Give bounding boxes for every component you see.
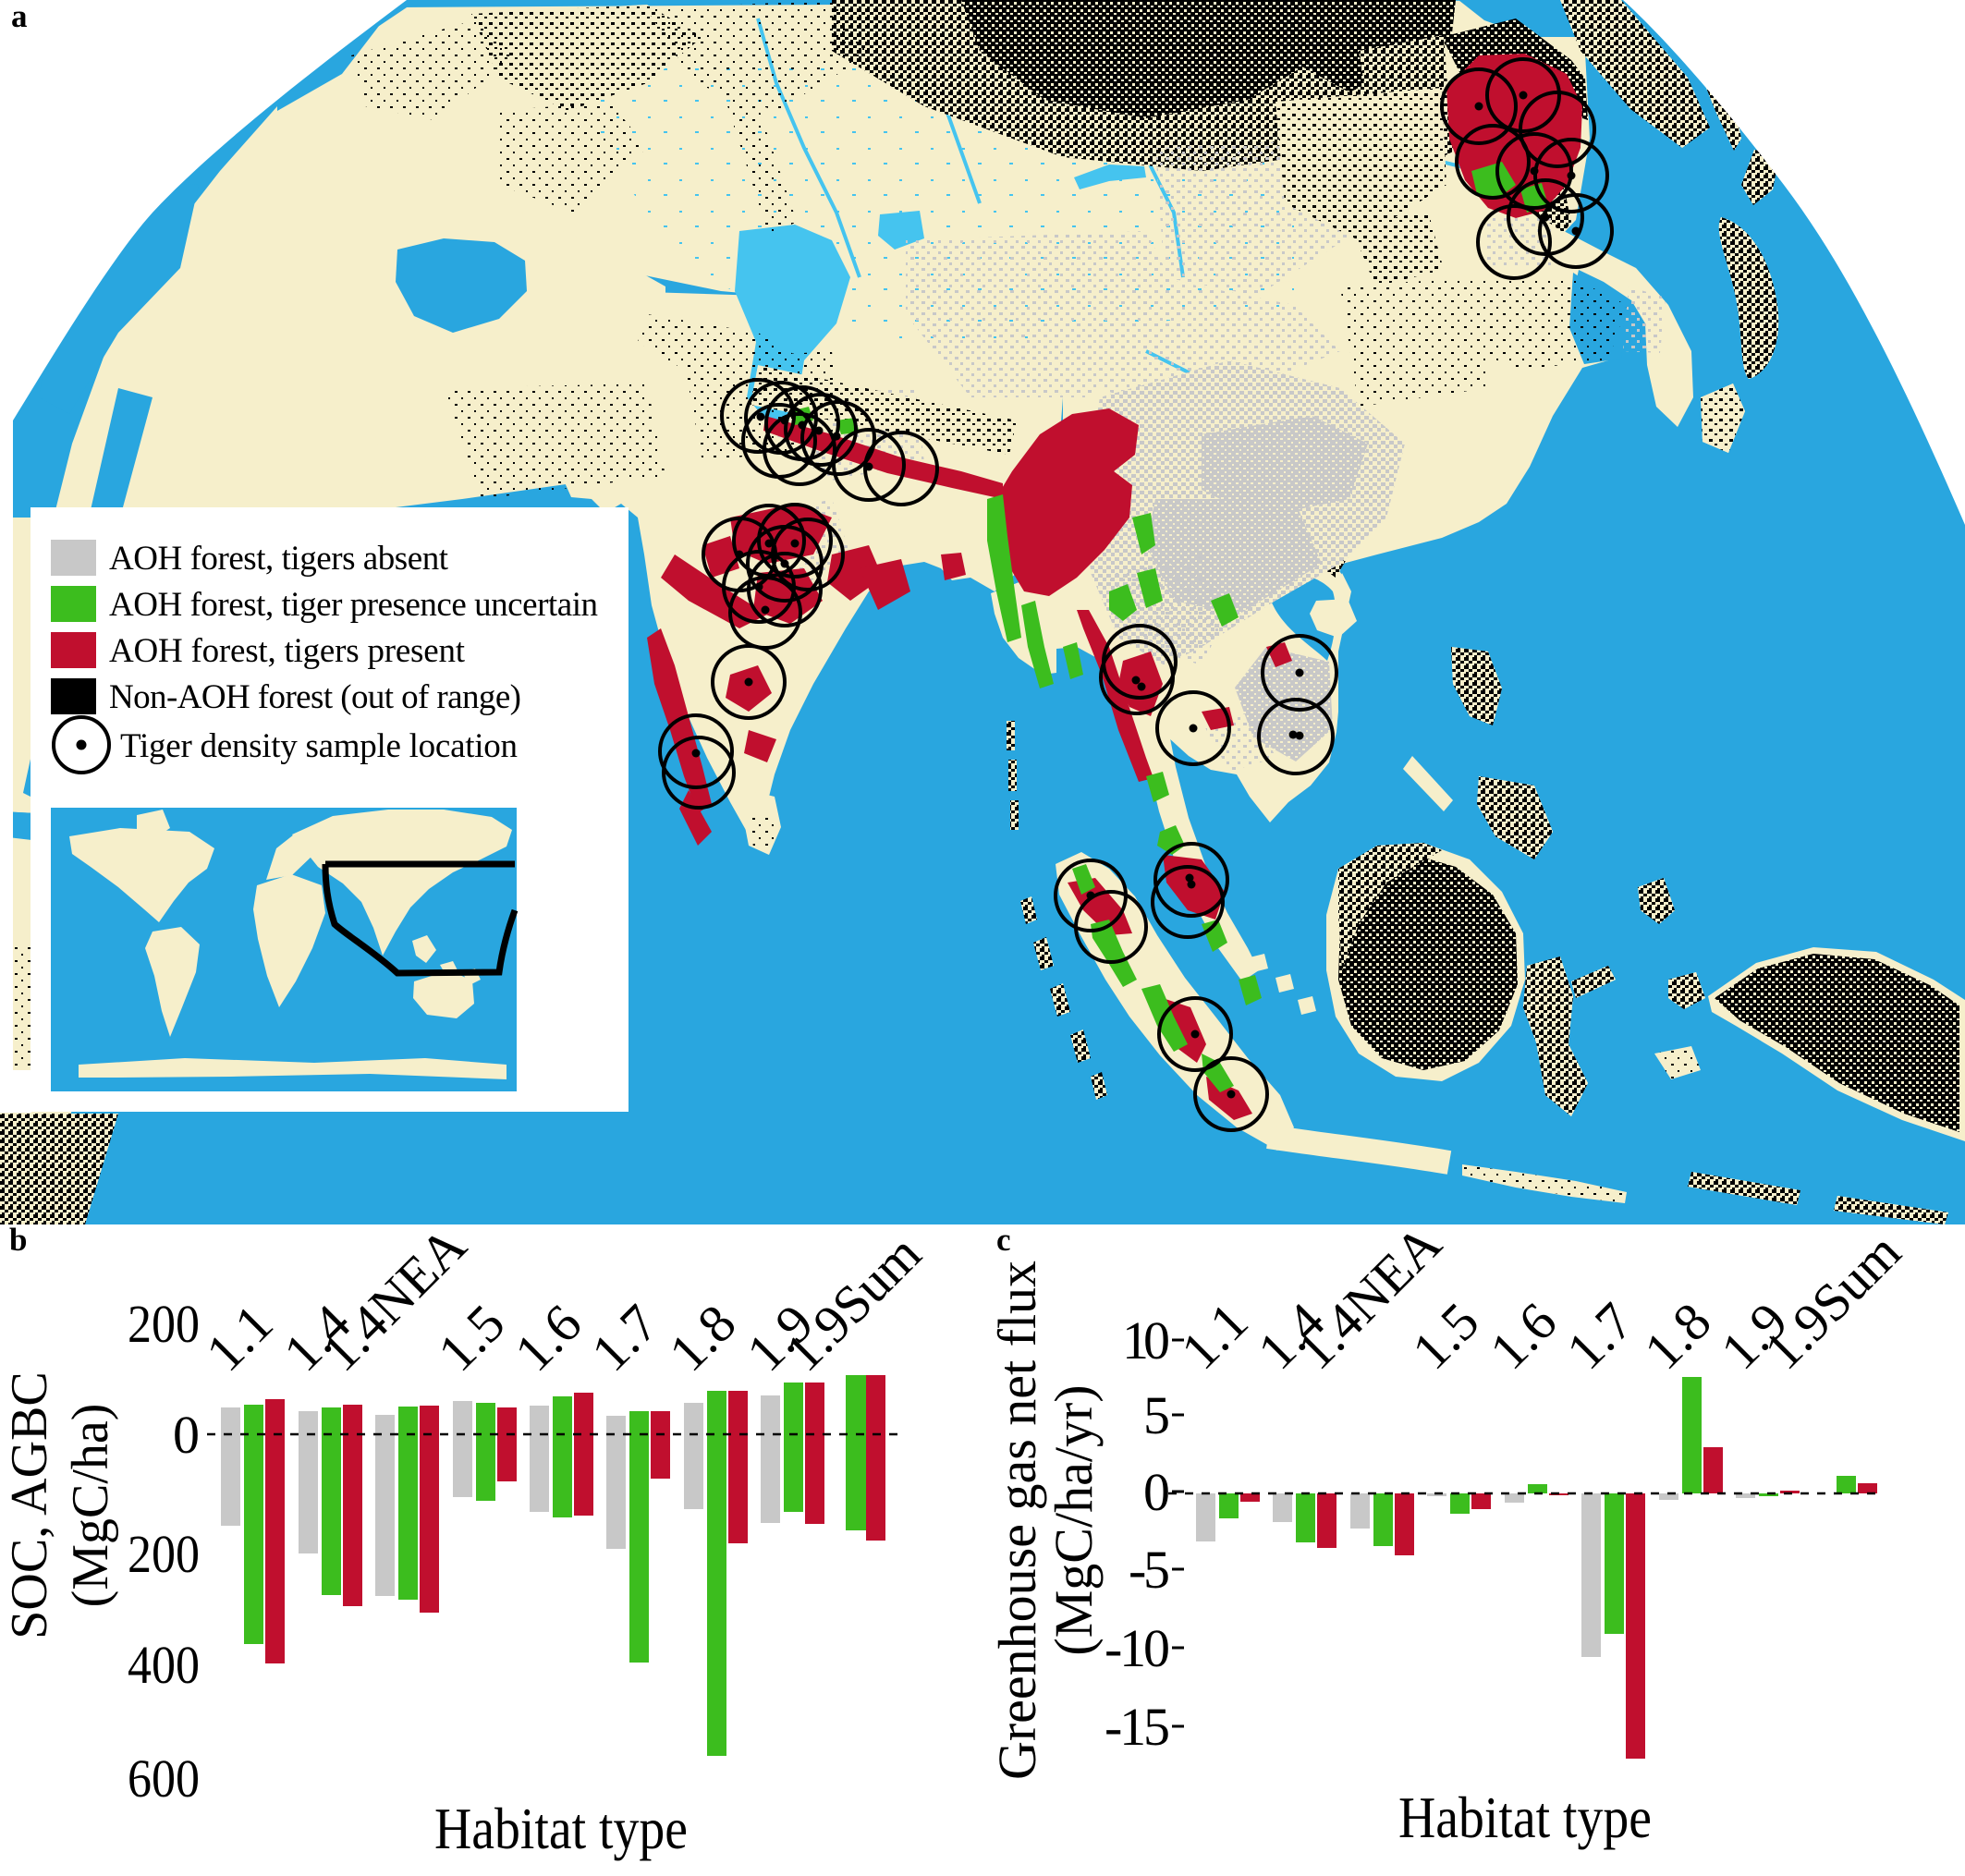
svg-text:AOH forest, tigers absent: AOH forest, tigers absent: [109, 540, 449, 578]
svg-text:1.7: 1.7: [1555, 1291, 1644, 1381]
svg-text:Greenhouse gas net flux: Greenhouse gas net flux: [987, 1261, 1047, 1780]
svg-text:1.7: 1.7: [580, 1293, 669, 1383]
svg-text:1.9Sum: 1.9Sum: [1752, 1222, 1911, 1381]
svg-text:0: 0: [1143, 1462, 1170, 1522]
svg-text:1.6: 1.6: [1478, 1291, 1568, 1381]
svg-text:600: 600: [128, 1748, 200, 1809]
svg-text:(MgC/ha/yr): (MgC/ha/yr): [1044, 1384, 1104, 1655]
svg-text:1.5: 1.5: [1400, 1291, 1490, 1381]
svg-text:-15: -15: [1105, 1697, 1170, 1757]
svg-text:AOH forest, tigers present: AOH forest, tigers present: [109, 632, 466, 670]
svg-text:Non-AOH forest (out of range): Non-AOH forest (out of range): [109, 678, 521, 716]
svg-text:1.8: 1.8: [657, 1293, 747, 1383]
svg-text:a: a: [11, 0, 28, 34]
svg-text:Habitat type: Habitat type: [434, 1796, 688, 1861]
svg-text:Habitat type: Habitat type: [1398, 1785, 1652, 1850]
svg-text:SOC, AGBC: SOC, AGBC: [1, 1371, 58, 1638]
svg-text:b: b: [9, 1222, 27, 1258]
svg-text:5: 5: [1143, 1385, 1170, 1445]
svg-text:1.1: 1.1: [194, 1293, 284, 1383]
svg-text:1.5: 1.5: [426, 1293, 516, 1383]
svg-text:(MgC/ha): (MgC/ha): [62, 1404, 119, 1608]
svg-text:c: c: [996, 1222, 1011, 1258]
svg-text:200: 200: [128, 1294, 200, 1354]
svg-text:-5: -5: [1129, 1540, 1170, 1600]
svg-text:AOH forest, tiger presence unc: AOH forest, tiger presence uncertain: [109, 586, 598, 624]
svg-text:10: 10: [1122, 1310, 1170, 1370]
svg-text:1.9Sum: 1.9Sum: [773, 1224, 932, 1383]
svg-text:-10: -10: [1105, 1618, 1170, 1678]
svg-text:1.6: 1.6: [503, 1293, 592, 1383]
svg-text:1.8: 1.8: [1632, 1291, 1722, 1381]
svg-text:1.1: 1.1: [1169, 1291, 1259, 1381]
svg-text:400: 400: [128, 1635, 200, 1695]
svg-text:0: 0: [173, 1405, 200, 1465]
svg-text:Tiger density sample location: Tiger density sample location: [120, 727, 518, 765]
svg-text:200: 200: [128, 1524, 200, 1584]
